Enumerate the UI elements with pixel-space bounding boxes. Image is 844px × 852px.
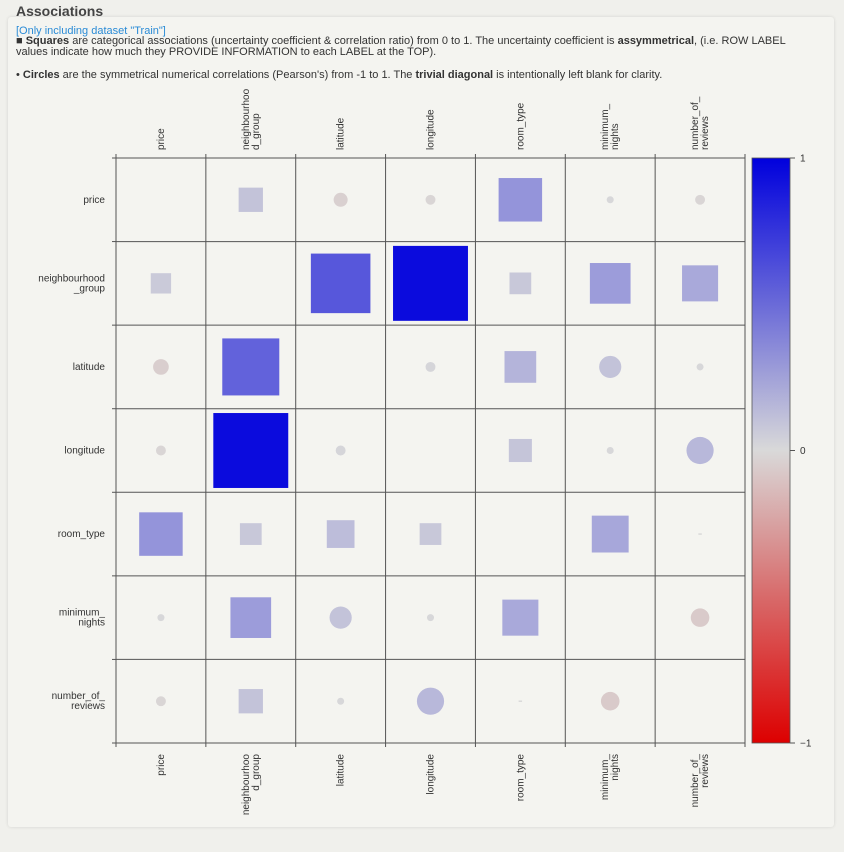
- row-label-number_of_reviews: number_of_ reviews: [52, 691, 106, 712]
- col-label-top-minimum_nights: minimum_nights: [600, 103, 621, 150]
- row-label-price: price: [83, 195, 105, 206]
- association-square-latitude-neighbourhood_group: [222, 338, 280, 396]
- association-square-neighbourhood_group-room_type: [509, 272, 532, 295]
- correlation-circle-price-minimum_nights: [606, 196, 614, 204]
- col-label-top-longitude: longitude: [426, 109, 437, 150]
- correlation-circle-price-longitude: [425, 194, 436, 205]
- row-label-latitude: latitude: [73, 362, 106, 373]
- col-label-bottom-latitude: latitude: [336, 754, 347, 787]
- row-label-minimum_nights: minimum_ nights: [59, 608, 106, 629]
- row-label-room_type: room_type: [58, 529, 106, 540]
- dataset-note: [Only including dataset "Train"]: [16, 25, 166, 37]
- correlation-circle-number_of_reviews-longitude: [416, 687, 445, 715]
- squares-keyword: Squares: [25, 35, 70, 47]
- correlation-circle-number_of_reviews-latitude: [337, 697, 345, 705]
- correlation-circle-minimum_nights-price: [157, 614, 165, 622]
- association-square-room_type-minimum_nights: [591, 515, 629, 553]
- col-label-bottom-longitude: longitude: [426, 754, 437, 795]
- association-square-room_type-latitude: [326, 520, 355, 548]
- association-square-room_type-number_of_reviews: [698, 533, 702, 535]
- association-square-minimum_nights-neighbourhood_group: [230, 597, 272, 638]
- colorbar: [751, 157, 791, 744]
- association-square-minimum_nights-room_type: [502, 599, 539, 636]
- col-label-top-neighbourhood_group: neighbourhood_group: [241, 88, 262, 150]
- col-label-bottom-minimum_nights: minimum_nights: [600, 754, 621, 801]
- correlation-circle-minimum_nights-longitude: [426, 614, 435, 622]
- association-square-room_type-price: [139, 512, 183, 556]
- association-square-number_of_reviews-room_type: [518, 700, 523, 702]
- association-square-price-room_type: [498, 178, 543, 222]
- association-square-room_type-longitude: [419, 523, 442, 545]
- correlation-circle-number_of_reviews-price: [155, 696, 166, 707]
- correlation-circle-longitude-minimum_nights: [606, 446, 614, 455]
- colorbar-tick-label: 0: [800, 446, 806, 457]
- association-square-longitude-neighbourhood_group: [213, 413, 289, 488]
- correlation-circle-price-number_of_reviews: [695, 194, 706, 205]
- assymmetrical-keyword: assymmetrical: [617, 35, 695, 47]
- page-title: Associations: [16, 3, 104, 19]
- correlation-circle-minimum_nights-latitude: [329, 606, 352, 629]
- col-label-bottom-number_of_reviews: number_of_reviews: [690, 754, 711, 808]
- association-square-neighbourhood_group-latitude: [310, 253, 371, 314]
- circles-text-2: is intentionally left blank for clarity.: [493, 69, 663, 81]
- association-square-neighbourhood_group-number_of_reviews: [682, 265, 719, 302]
- circles-keyword: Circles: [22, 69, 60, 81]
- squares-text-2: , (i.e. ROW LABEL values indicate how mu…: [16, 35, 786, 58]
- col-label-top-room_type: room_type: [515, 102, 526, 150]
- association-square-longitude-room_type: [508, 438, 532, 463]
- correlation-circle-longitude-latitude: [335, 445, 346, 456]
- correlation-circle-longitude-price: [155, 445, 166, 456]
- correlation-circle-minimum_nights-number_of_reviews: [690, 608, 710, 627]
- square-bullet-icon: ■: [16, 35, 23, 47]
- col-label-bottom-price: price: [156, 754, 167, 776]
- association-square-neighbourhood_group-longitude: [393, 245, 468, 321]
- row-label-longitude: longitude: [64, 446, 105, 457]
- colorbar-tick-label: 1: [800, 154, 806, 165]
- col-label-bottom-neighbourhood_group: neighbourhood_group: [241, 754, 262, 816]
- row-label-neighbourhood_group: neighbourhood _group: [38, 273, 105, 294]
- association-square-latitude-room_type: [504, 351, 537, 383]
- association-square-neighbourhood_group-minimum_nights: [589, 263, 631, 304]
- correlation-circle-latitude-number_of_reviews: [696, 363, 704, 371]
- correlation-circle-latitude-price: [153, 359, 169, 375]
- col-label-top-price: price: [156, 128, 167, 150]
- correlation-circle-longitude-number_of_reviews: [686, 436, 714, 465]
- col-label-top-number_of_reviews: number_of_reviews: [690, 96, 711, 150]
- circles-text-1: are the symmetrical numerical correlatio…: [59, 69, 416, 81]
- heatmap-frame: [115, 157, 746, 744]
- association-square-neighbourhood_group-price: [150, 273, 172, 294]
- col-label-bottom-room_type: room_type: [515, 754, 526, 802]
- squares-note: ■ Squares are categorical associations (…: [16, 36, 816, 58]
- correlation-circle-latitude-minimum_nights: [599, 355, 622, 379]
- colorbar-tick-label: −1: [800, 739, 812, 750]
- trivial-diagonal-keyword: trivial diagonal: [415, 69, 494, 81]
- correlation-circle-price-latitude: [333, 192, 348, 207]
- association-square-number_of_reviews-neighbourhood_group: [238, 689, 263, 714]
- association-square-price-neighbourhood_group: [238, 187, 263, 212]
- correlation-circle-number_of_reviews-minimum_nights: [600, 691, 620, 711]
- col-label-top-latitude: latitude: [336, 117, 347, 150]
- correlation-circle-latitude-longitude: [425, 361, 436, 372]
- circle-bullet-icon: •: [16, 69, 20, 81]
- squares-text-1: are categorical associations (uncertaint…: [69, 35, 618, 47]
- association-square-room_type-neighbourhood_group: [239, 523, 262, 545]
- circles-note: • Circles are the symmetrical numerical …: [16, 69, 662, 81]
